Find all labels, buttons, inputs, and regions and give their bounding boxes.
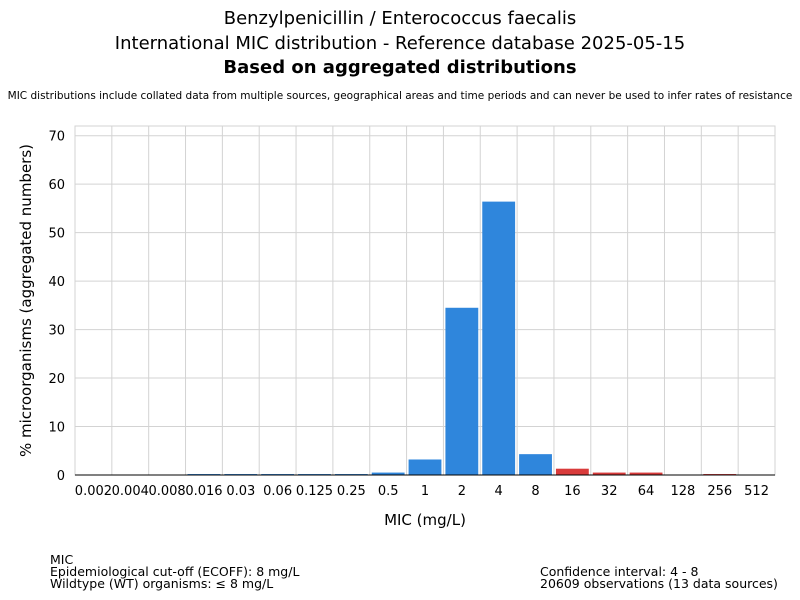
x-tick-label: 2 xyxy=(458,484,466,499)
bar-0.5 xyxy=(371,472,405,475)
y-tick-label: 70 xyxy=(48,130,65,145)
x-tick-label: 32 xyxy=(601,484,618,499)
x-tick-label: 0.002 xyxy=(75,484,112,499)
chart-subtitle-bold: Based on aggregated distributions xyxy=(223,57,577,78)
y-tick-label: 40 xyxy=(48,275,65,290)
x-tick-label: 0.125 xyxy=(296,484,333,499)
x-tick-label: 8 xyxy=(531,484,539,499)
x-axis-title: MIC (mg/L) xyxy=(384,511,466,529)
bar-8 xyxy=(519,454,552,475)
bar-2 xyxy=(445,307,479,475)
x-tick-label: 128 xyxy=(670,484,695,499)
y-tick-label: 0 xyxy=(57,469,65,484)
footer-observations-info: Confidence interval: 4 - 8 20609 observa… xyxy=(540,564,778,591)
x-tick-label: 0.016 xyxy=(185,484,222,499)
x-tick-label: 512 xyxy=(744,484,769,499)
y-tick-label: 10 xyxy=(48,421,65,436)
x-tick-label: 0.5 xyxy=(378,484,399,499)
x-tick-label: 0.004 xyxy=(112,484,149,499)
chart-title: Benzylpenicillin / Enterococcus faecalis xyxy=(223,8,577,29)
y-axis-title: % microorganisms (aggregated numbers) xyxy=(17,144,35,457)
x-tick-label: 0.03 xyxy=(226,484,255,499)
x-tick-label: 4 xyxy=(495,484,503,499)
footer-mic-label: MIC xyxy=(50,552,74,567)
y-tick-label: 50 xyxy=(48,227,65,242)
plot-area xyxy=(74,125,776,476)
bar-16 xyxy=(555,468,589,475)
y-tick-label: 30 xyxy=(48,324,65,339)
bar-4 xyxy=(482,201,516,475)
footer-wildtype: Wildtype (WT) organisms: ≤ 8 mg/L xyxy=(50,576,274,591)
x-tick-label: 64 xyxy=(638,484,655,499)
y-tick-label: 20 xyxy=(48,372,65,387)
bar-64 xyxy=(629,472,663,475)
x-tick-label: 1 xyxy=(421,484,429,499)
footer-ecoff: Epidemiological cut-off (ECOFF): 8 mg/L xyxy=(50,564,300,579)
footer-observations: 20609 observations (13 data sources) xyxy=(540,576,778,591)
bar-1 xyxy=(408,459,442,475)
x-tick-label: 16 xyxy=(564,484,581,499)
footer-ecoff-info: MIC Epidemiological cut-off (ECOFF): 8 m… xyxy=(50,552,300,591)
x-tick-label: 0.06 xyxy=(263,484,292,499)
disclaimer-note: MIC distributions include collated data … xyxy=(7,90,793,102)
y-tick-label: 60 xyxy=(48,178,65,193)
x-tick-label: 0.008 xyxy=(148,484,185,499)
x-tick-label: 0.25 xyxy=(337,484,366,499)
x-tick-label: 256 xyxy=(707,484,732,499)
chart-subtitle: International MIC distribution - Referen… xyxy=(114,33,686,54)
footer-confidence-interval: Confidence interval: 4 - 8 xyxy=(540,564,699,579)
bar-32 xyxy=(592,472,626,475)
